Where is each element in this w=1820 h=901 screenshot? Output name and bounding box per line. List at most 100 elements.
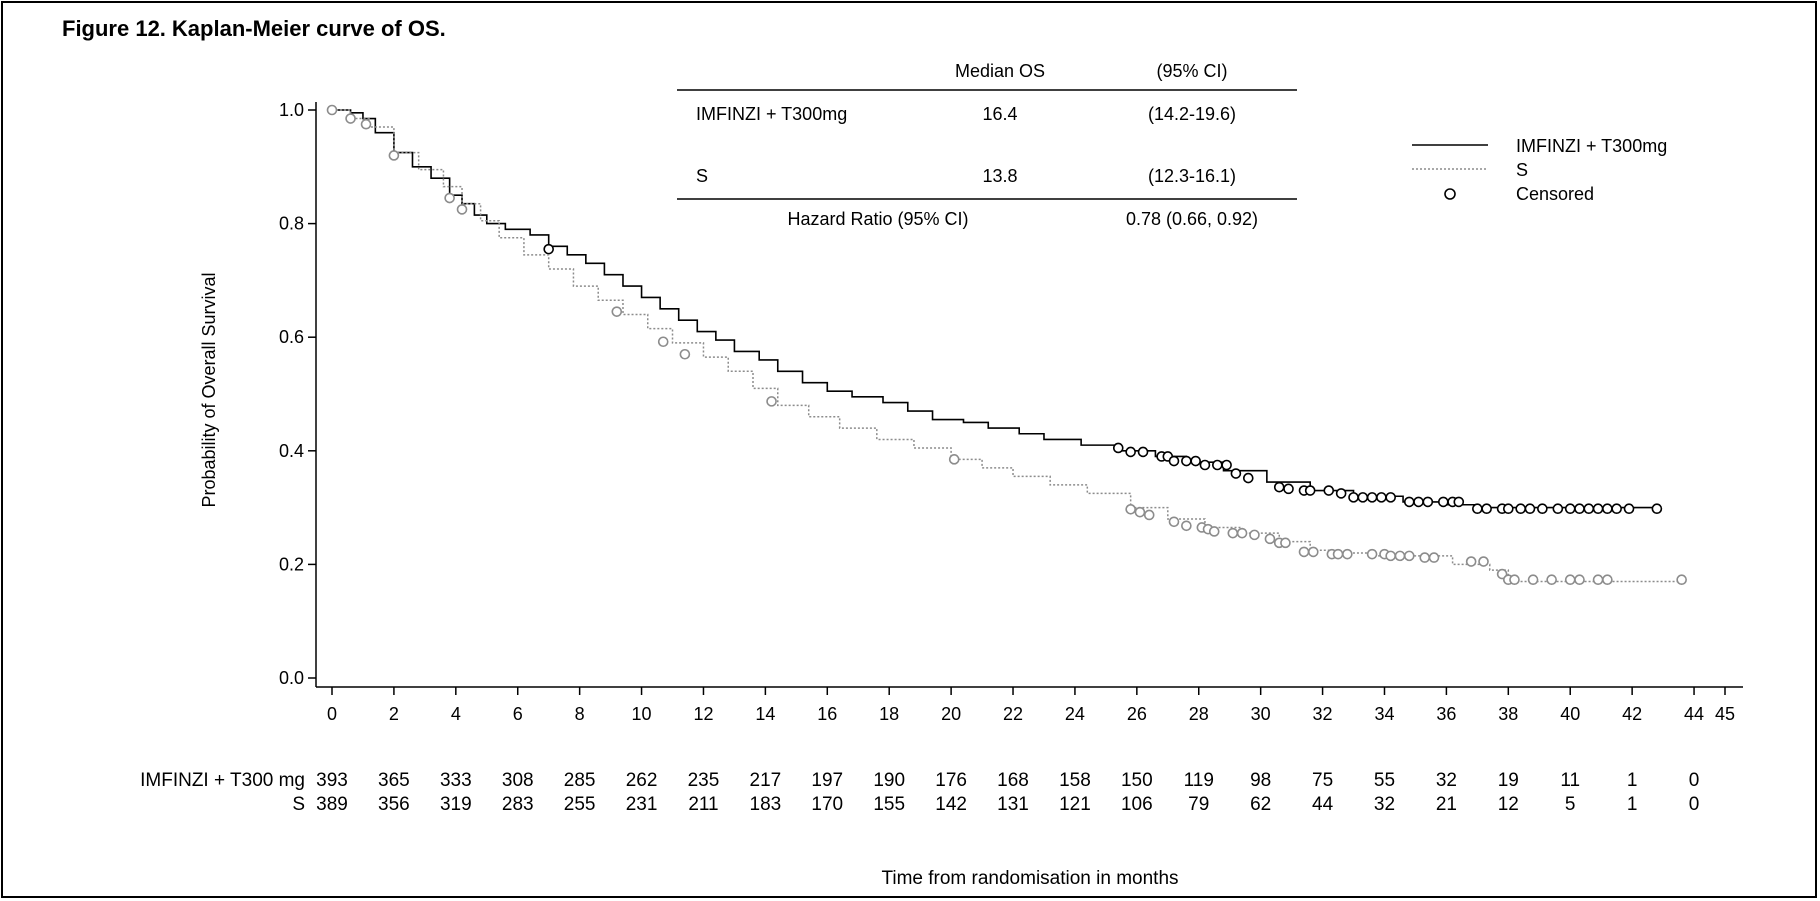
censored-mark xyxy=(360,118,372,130)
risk-count: 285 xyxy=(564,770,596,791)
censored-mark xyxy=(1264,533,1276,545)
risk-count: 217 xyxy=(750,770,782,791)
series-line-comparator xyxy=(332,109,1682,583)
risk-count: 262 xyxy=(626,770,658,791)
censored-mark xyxy=(1242,472,1254,484)
risk-count: 255 xyxy=(564,794,596,815)
risk-count: 393 xyxy=(316,770,348,791)
censored-mark xyxy=(766,396,777,407)
censored-mark xyxy=(1125,504,1136,515)
stats-row-arm: S xyxy=(696,166,708,186)
censored-mark xyxy=(1428,552,1440,563)
risk-count: 19 xyxy=(1498,770,1519,791)
risk-count: 121 xyxy=(1059,794,1091,815)
risk-count: 211 xyxy=(688,794,718,815)
x-tick-label: 18 xyxy=(879,704,899,724)
censored-mark xyxy=(1592,574,1604,586)
x-tick-label: 44 xyxy=(1684,704,1704,724)
censored-mark xyxy=(1564,574,1576,586)
censored-mark xyxy=(388,150,400,161)
censored-mark xyxy=(1438,496,1449,508)
censored-mark xyxy=(1602,574,1613,586)
x-tick-label: 4 xyxy=(451,704,461,724)
censored-mark xyxy=(1190,455,1201,467)
hazard-ratio-value: 0.78 (0.66, 0.92) xyxy=(1126,209,1258,229)
risk-count: 44 xyxy=(1312,794,1334,815)
censored-mark xyxy=(1509,574,1520,586)
censored-mark xyxy=(1168,516,1180,528)
stats-row-ci: (14.2-19.6) xyxy=(1148,104,1236,124)
censored-mark xyxy=(1611,503,1622,515)
censored-mark xyxy=(1273,481,1285,493)
censored-mark xyxy=(679,348,691,360)
censored-mark xyxy=(1503,503,1514,515)
censored-mark xyxy=(1134,506,1146,518)
legend: IMFINZI + T300mg S Censored xyxy=(1412,136,1667,204)
stats-header-ci: (95% CI) xyxy=(1156,61,1227,81)
censored-mark xyxy=(1403,550,1415,562)
hazard-ratio-label: Hazard Ratio (95% CI) xyxy=(787,209,968,229)
censored-mark xyxy=(1335,488,1347,499)
x-tick-label: 6 xyxy=(513,704,523,724)
censored-mark xyxy=(1478,556,1489,567)
censored-mark xyxy=(1143,509,1155,521)
censored-mark xyxy=(1515,503,1526,515)
x-tick-label: 14 xyxy=(755,704,775,724)
risk-count: 0 xyxy=(1689,794,1700,815)
censored-mark xyxy=(1168,455,1180,467)
risk-count: 5 xyxy=(1565,794,1576,815)
censored-mark xyxy=(1552,503,1564,515)
x-tick-label: 28 xyxy=(1189,704,1209,724)
risk-count: 170 xyxy=(811,794,843,815)
figure-title: Figure 12. Kaplan-Meier curve of OS. xyxy=(62,16,452,42)
risk-count: 333 xyxy=(440,770,472,791)
risk-count: 119 xyxy=(1184,770,1214,791)
censored-mark xyxy=(1537,503,1548,515)
x-tick-label: 0 xyxy=(327,704,337,724)
x-tick-label: 26 xyxy=(1127,704,1147,724)
censored-mark xyxy=(1181,455,1192,467)
risk-count: 62 xyxy=(1250,794,1271,815)
risk-count: 155 xyxy=(873,794,905,815)
risk-count: 131 xyxy=(997,794,1029,815)
x-tick-label: 22 xyxy=(1003,704,1023,724)
risk-table: IMFINZI + T300 mg S 393 365 333 308 285 262 23… xyxy=(140,770,1699,815)
censored-mark xyxy=(1236,527,1248,539)
censored-mark xyxy=(948,454,960,465)
censored-mark xyxy=(1527,574,1539,586)
censored-mark xyxy=(1249,529,1260,541)
censored-mark xyxy=(657,336,669,348)
censored-mark xyxy=(1623,503,1635,515)
risk-count: 197 xyxy=(811,770,843,791)
y-tick-label: 0.4 xyxy=(279,441,304,461)
y-tick-label: 1.0 xyxy=(279,100,304,120)
censored-mark xyxy=(1651,503,1663,515)
risk-count: 365 xyxy=(378,770,410,791)
x-tick-label: 10 xyxy=(632,704,652,724)
risk-count: 158 xyxy=(1059,770,1091,791)
stats-row-arm: IMFINZI + T300mg xyxy=(696,104,847,124)
risk-count: 308 xyxy=(502,770,534,791)
censored-mark xyxy=(1230,468,1242,479)
series-layer xyxy=(326,104,1687,586)
risk-count: 231 xyxy=(626,794,658,815)
censored-mark xyxy=(1181,520,1192,532)
x-tick-label: 2 xyxy=(389,704,399,724)
censored-mark xyxy=(1564,503,1576,515)
x-tick-label: 40 xyxy=(1560,704,1580,724)
x-tick-label: 16 xyxy=(817,704,837,724)
censored-mark xyxy=(1348,492,1359,503)
censored-mark xyxy=(1280,537,1291,549)
risk-count: 0 xyxy=(1689,770,1700,791)
censored-mark xyxy=(1465,556,1477,567)
y-tick-label: 0.2 xyxy=(279,554,304,574)
stats-header-median: Median OS xyxy=(955,61,1045,81)
legend-label: Censored xyxy=(1516,184,1594,204)
risk-count: 150 xyxy=(1121,770,1153,791)
censored-mark xyxy=(1602,503,1613,515)
stats-row-median: 13.8 xyxy=(982,166,1017,186)
censored-mark xyxy=(1385,492,1396,503)
censored-mark xyxy=(444,192,455,204)
legend-label: IMFINZI + T300mg xyxy=(1516,136,1667,156)
censored-mark xyxy=(1212,459,1223,471)
